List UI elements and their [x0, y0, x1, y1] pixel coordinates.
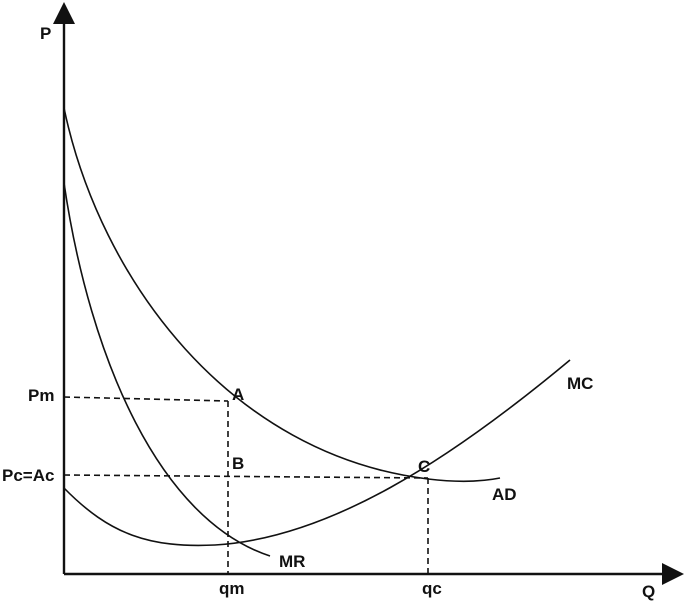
competitive-price-guide [63, 474, 429, 479]
average-demand-curve [63, 107, 501, 483]
marginal-revenue-label: MR [279, 552, 305, 571]
average-demand-label: AD [492, 485, 517, 504]
marginal-cost-curve [63, 359, 571, 547]
y-axis-arrow [53, 2, 75, 24]
x-axis-arrow [662, 563, 684, 585]
point-a-label: A [232, 385, 244, 404]
marginal-cost-label: MC [567, 374, 593, 393]
competitive-price-label: Pc=Ac [2, 466, 54, 485]
monopoly-quantity-label: qm [219, 579, 245, 598]
x-axis-label: Q [642, 582, 655, 601]
point-c-label: C [418, 457, 430, 476]
monopoly-price-guide [63, 396, 229, 402]
marginal-revenue-curve [63, 182, 271, 557]
y-axis-label: P [40, 24, 51, 43]
point-b-label: B [232, 454, 244, 473]
competitive-quantity-label: qc [422, 579, 442, 598]
monopoly-price-label: Pm [28, 386, 54, 405]
